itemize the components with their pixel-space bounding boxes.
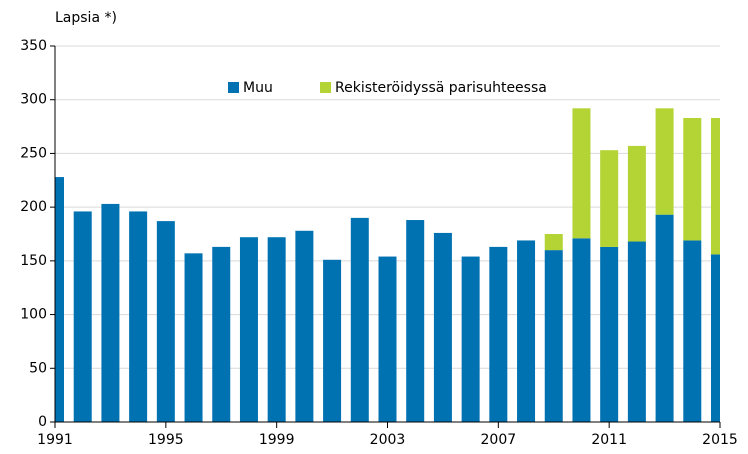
bar-segment — [627, 241, 646, 422]
y-tick-label: 200 — [20, 199, 47, 215]
legend-label: Rekisteröidyssä parisuhteessa — [335, 80, 547, 96]
y-tick-label: 150 — [20, 253, 47, 269]
bar-segment — [600, 150, 619, 247]
x-tick-label: 2007 — [481, 432, 517, 448]
y-tick-label: 0 — [38, 414, 47, 430]
x-tick-label: 2015 — [702, 432, 738, 448]
bar-segment — [683, 240, 702, 422]
bar-segment — [433, 232, 452, 422]
bar-segment — [572, 108, 591, 239]
bar-segment — [572, 238, 591, 422]
x-tick-label: 1991 — [37, 432, 73, 448]
bar-segment — [156, 221, 175, 422]
x-tick-label: 1995 — [148, 432, 184, 448]
bar-segment — [711, 117, 720, 255]
bar-segment — [655, 108, 674, 215]
bar-segment — [406, 220, 425, 422]
x-tick-label: 2011 — [591, 432, 627, 448]
bar-segment — [517, 240, 536, 422]
bar-segment — [295, 230, 314, 422]
bar-segment — [544, 234, 563, 251]
x-tick-label: 2003 — [370, 432, 406, 448]
bar-segment — [323, 259, 342, 422]
axes: 0 50 100 150 200 250 300 350 1991 1995 1999 2003 200… — [20, 38, 738, 448]
x-tick-label: 1999 — [259, 432, 295, 448]
bar-segment — [655, 214, 674, 422]
bar-segment — [683, 117, 702, 241]
bar-segment — [184, 253, 203, 422]
y-axis-label: Lapsia *) — [55, 10, 117, 26]
bar-segment — [55, 177, 64, 422]
bars — [55, 108, 720, 422]
bar-segment — [489, 246, 508, 422]
bar-segment — [350, 217, 369, 422]
bar-segment — [544, 250, 563, 422]
y-tick-label: 350 — [20, 38, 47, 54]
bar-segment — [267, 237, 286, 422]
bar-segment — [711, 254, 720, 422]
legend-swatch — [320, 82, 331, 93]
legend-label: Muu — [243, 80, 273, 96]
bar-segment — [73, 211, 92, 422]
y-tick-label: 100 — [20, 307, 47, 323]
bar-segment — [239, 237, 258, 422]
bar-segment — [212, 246, 231, 422]
bar-segment — [461, 256, 480, 422]
y-tick-label: 300 — [20, 92, 47, 108]
bar-segment — [627, 145, 646, 242]
bar-segment — [600, 246, 619, 422]
bar-segment — [101, 203, 120, 422]
y-tick-label: 250 — [20, 145, 47, 161]
legend-swatch — [228, 82, 239, 93]
bar-segment — [378, 256, 397, 422]
bar-segment — [129, 211, 148, 422]
y-tick-label: 50 — [29, 360, 47, 376]
